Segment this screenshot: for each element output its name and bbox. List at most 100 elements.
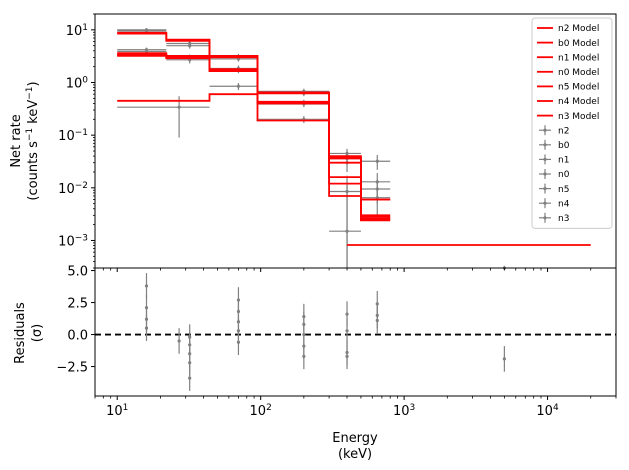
data-point-7 — [166, 43, 210, 49]
legend-label: n5 — [558, 185, 569, 195]
legend-label: n4 Model — [558, 97, 599, 107]
legend-swatch-dot — [543, 157, 547, 161]
residual-marker — [188, 361, 192, 365]
xtick-label-0: 101 — [106, 403, 128, 419]
legend-swatch-dot — [543, 187, 547, 191]
data-point-1 — [117, 29, 167, 33]
legend-swatch-dot — [543, 128, 547, 132]
legend: n2 Model b0 Model n1 Model n0 Model n5 Model… — [531, 17, 613, 229]
residual-point-3 — [144, 315, 149, 341]
legend-entry-data-1: b0 — [539, 139, 570, 151]
net-rate-yunit: (counts s−1 keV−1) — [25, 81, 41, 200]
energy-xunit: (keV) — [338, 447, 372, 462]
legend-swatch-dot — [543, 216, 547, 220]
legend-entry-data-0: n2 — [539, 125, 569, 136]
ytick-label-4: 10−3 — [58, 233, 88, 249]
legend-entry-model-6: n3 Model — [537, 112, 599, 122]
data-point-26 — [360, 154, 391, 170]
legend-entry-data-6: n3 — [539, 212, 569, 224]
model-line-6 — [117, 93, 391, 220]
residual-point-4 — [177, 328, 181, 354]
legend-entry-model-0: n2 Model — [537, 24, 599, 34]
residual-marker — [345, 354, 349, 358]
residual-marker — [502, 357, 506, 361]
net-rate-y-ticks: 101 100 10−1 10−2 10−3 — [58, 13, 95, 269]
residual-marker — [188, 376, 192, 380]
legend-swatch-dot — [543, 201, 547, 205]
legend-label: n0 — [558, 170, 570, 180]
residual-point-14 — [236, 329, 241, 356]
res-ytick-label-1: 2.5 — [67, 297, 88, 312]
data-marker — [144, 29, 149, 33]
legend-label: b0 — [558, 141, 570, 151]
residuals-yunit: (σ) — [30, 324, 45, 342]
xtick-label-2: 103 — [393, 403, 415, 419]
energy-x-ticks: 101 102 103 104 — [94, 268, 617, 419]
legend-swatch-dot — [543, 172, 547, 176]
residual-point-9 — [188, 365, 192, 391]
legend-label: n2 Model — [558, 24, 599, 34]
legend-entry-data-4: n5 — [539, 183, 569, 195]
legend-label: n5 Model — [558, 83, 599, 93]
residual-marker — [236, 340, 241, 344]
legend-entry-model-1: b0 Model — [537, 39, 599, 49]
residual-point-19 — [302, 343, 306, 370]
xtick-label-1: 102 — [250, 403, 272, 419]
legend-label: n4 — [558, 199, 570, 209]
residuals-ylabel: Residuals — [13, 302, 28, 364]
residual-marker — [375, 318, 379, 323]
energy-xlabel: Energy — [332, 431, 378, 446]
residual-marker — [302, 354, 306, 358]
data-point-5 — [117, 96, 210, 138]
residual-marker — [345, 312, 349, 316]
data-marker — [345, 229, 349, 233]
residual-point-26 — [375, 307, 379, 334]
data-point-25 — [329, 185, 361, 268]
residual-point-0 — [144, 273, 149, 299]
legend-box — [531, 17, 613, 229]
legend-entry-model-4: n5 Model — [537, 83, 599, 93]
residual-point-21 — [345, 317, 349, 344]
legend-swatch-dot — [543, 143, 547, 147]
net-rate-panel — [117, 28, 591, 270]
data-marker — [375, 159, 379, 163]
data-marker — [375, 196, 379, 200]
res-ytick-label-0: 5.0 — [67, 265, 88, 280]
residuals-panel — [95, 273, 616, 391]
legend-entry-data-3: n0 — [539, 169, 570, 180]
residual-point-23 — [345, 343, 349, 370]
res-ytick-label-3: −2.5 — [56, 361, 88, 376]
legend-label: b0 Model — [558, 39, 599, 49]
net-rate-ylabel: Net rate — [9, 114, 24, 167]
legend-entry-data-2: n1 — [539, 154, 569, 166]
data-marker — [236, 84, 241, 88]
residual-marker — [144, 326, 149, 330]
legend-label: n1 Model — [558, 53, 599, 63]
model-line-5 — [117, 54, 391, 201]
data-point-19 — [257, 116, 330, 124]
data-point-14 — [209, 82, 258, 91]
legend-entry-data-5: n4 — [539, 198, 570, 209]
residuals-panel-frame — [94, 267, 617, 397]
residual-marker — [144, 284, 149, 288]
legend-entry-model-2: n1 Model — [537, 53, 599, 63]
legend-entry-model-3: n0 Model — [537, 68, 599, 78]
legend-label: n2 — [558, 126, 569, 136]
legend-label: n3 Model — [558, 112, 599, 122]
data-marker — [177, 105, 181, 109]
residual-marker — [345, 329, 349, 333]
legend-label: n0 Model — [558, 68, 599, 78]
residual-point-27 — [502, 346, 506, 372]
ytick-label-3: 10−2 — [58, 181, 88, 197]
res-ytick-label-2: 0.0 — [67, 329, 88, 344]
xtick-label-3: 104 — [536, 403, 559, 419]
data-marker — [188, 44, 192, 48]
legend-entry-model-5: n4 Model — [537, 97, 599, 107]
residuals-y-ticks: 5.0 2.5 0.0 −2.5 — [56, 265, 95, 376]
ytick-label-2: 10−1 — [58, 128, 88, 144]
legend-label: n1 — [558, 156, 569, 166]
residual-marker — [177, 339, 181, 343]
legend-label: n3 — [558, 214, 569, 224]
